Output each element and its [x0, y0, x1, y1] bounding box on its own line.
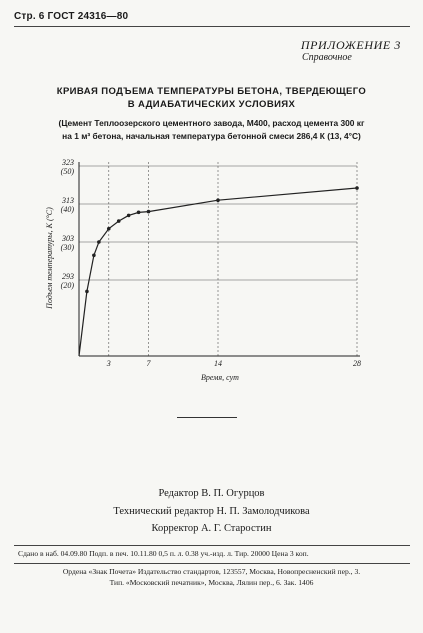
x-axis-label: Время, сут	[201, 373, 239, 382]
appendix-kind: Справочное	[302, 52, 352, 63]
y-tick-label-c: (30)	[61, 243, 75, 252]
y-axis-label: Подъем температуры, К (°С)	[45, 207, 54, 310]
data-point	[146, 209, 151, 214]
y-tick-label: 313	[61, 196, 74, 205]
x-tick-label: 7	[147, 359, 152, 368]
figure-note-line1: (Цемент Теплоозерского цементного завода…	[58, 118, 365, 128]
temperature-chart: 323(50) 313(40) 303(30) 293(20) 3 7 14 28 Подъ…	[45, 158, 361, 382]
credit-editor: Редактор В. П. Огурцов	[158, 488, 265, 499]
header-rule	[14, 26, 410, 27]
data-point	[106, 226, 111, 231]
data-point	[116, 219, 121, 223]
data-point	[136, 210, 141, 215]
imprint-rule-top	[14, 545, 410, 546]
y-tick-label: 303	[61, 234, 74, 243]
separator-rule	[177, 417, 237, 418]
imprint-line1: Сдано в наб. 04.09.80 Подп. в печ. 10.11…	[18, 549, 309, 558]
data-points	[85, 186, 359, 294]
figure-title-line2: В АДИАБАТИЧЕСКИХ УСЛОВИЯХ	[127, 99, 296, 110]
imprint-rule-bottom	[14, 563, 410, 564]
data-point	[97, 240, 101, 244]
y-tick-labels: 323(50) 313(40) 303(30) 293(20)	[61, 158, 75, 290]
y-tick-label: 323	[61, 158, 74, 167]
x-tick-labels: 3 7 14 28	[106, 359, 361, 368]
data-point	[126, 213, 131, 218]
y-tick-label-c: (40)	[61, 205, 75, 214]
appendix-title: ПРИЛОЖЕНИЕ 3	[300, 38, 401, 52]
imprint-line2: Ордена «Знак Почета» Издательство станда…	[62, 567, 361, 576]
credit-corrector: Корректор А. Г. Старостин	[151, 523, 272, 534]
data-point	[92, 253, 96, 258]
page-header: Стр. 6 ГОСТ 24316—80	[14, 11, 129, 22]
x-tick-label: 14	[214, 359, 222, 368]
figure-note-line2: на 1 м³ бетона, начальная температура бе…	[62, 131, 361, 141]
y-tick-label-c: (50)	[61, 167, 75, 176]
y-tick-label: 293	[62, 272, 74, 281]
data-point	[355, 186, 359, 190]
figure-title-line1: КРИВАЯ ПОДЪЕМА ТЕМПЕРАТУРЫ БЕТОНА, ТВЕРД…	[56, 86, 367, 97]
x-tick-label: 28	[353, 359, 361, 368]
data-point	[85, 289, 89, 294]
x-tick-label: 3	[106, 359, 111, 368]
credit-tech-editor: Технический редактор Н. П. Замолодчикова	[113, 506, 310, 517]
imprint-line3: Тип. «Московский печатник», Москва, Ляли…	[109, 578, 314, 587]
data-point	[216, 198, 220, 202]
y-tick-label-c: (20)	[61, 281, 75, 290]
chart-grid	[79, 162, 358, 356]
